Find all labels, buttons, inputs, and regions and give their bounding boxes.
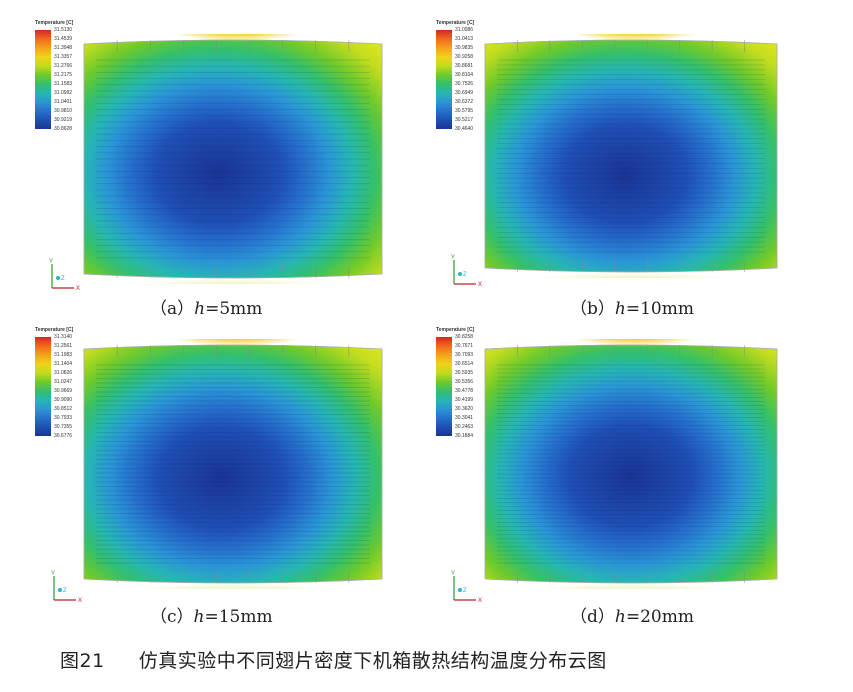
- temperature-contour-plot: [481, 34, 781, 278]
- figure-number: 图21: [60, 650, 105, 672]
- caption-variable: h: [614, 299, 626, 319]
- temperature-contour-plot: [80, 34, 386, 284]
- legend-value: 30.8258: [455, 334, 474, 340]
- legend-value: 30.3041: [455, 415, 474, 421]
- legend-value: 30.9810: [54, 108, 73, 114]
- axis-z-label: Z: [61, 276, 65, 282]
- subfigure-caption: （a）h=5mm: [150, 294, 262, 319]
- temperature-contour-plot: [80, 339, 386, 589]
- caption-label: （a）: [150, 299, 195, 319]
- legend-value: 30.6372: [455, 99, 474, 105]
- legend-value: 30.7933: [54, 415, 73, 421]
- axis-triad: Y X Z: [51, 571, 82, 604]
- caption-variable: h: [614, 607, 626, 627]
- figure-caption-text: 仿真实验中不同翅片密度下机箱散热结构温度分布云图: [138, 650, 607, 672]
- axis-x-label: X: [78, 598, 82, 604]
- axis-y-label: Y: [51, 571, 55, 577]
- axis-z-label: Z: [63, 588, 67, 594]
- legend-value: 30.5356: [455, 379, 474, 385]
- legend-value: 31.2766: [54, 63, 73, 69]
- legend-title: Temperature [C]: [436, 20, 475, 26]
- legend-value: 30.4778: [455, 388, 474, 394]
- legend-colorbar: [436, 30, 452, 129]
- figure-caption: 图21 仿真实验中不同翅片密度下机箱散热结构温度分布云图: [60, 646, 607, 673]
- axis-x-label: X: [478, 282, 482, 288]
- legend-value: 30.9835: [455, 45, 474, 51]
- legend-value: 30.6776: [54, 433, 73, 439]
- legend-value: 31.3948: [54, 45, 73, 51]
- axis-y-label: Y: [451, 255, 455, 261]
- legend-value: 30.5935: [455, 370, 474, 376]
- legend-value: 31.3357: [54, 54, 73, 60]
- axis-y-label: Y: [49, 259, 53, 265]
- legend-value: 31.1983: [54, 352, 73, 358]
- legend-colorbar: [35, 337, 51, 436]
- temperature-contour-plot: [481, 339, 781, 589]
- legend-colorbar: [35, 30, 51, 129]
- legend-value: 30.7093: [455, 352, 474, 358]
- legend-value: 31.2175: [54, 72, 73, 78]
- axis-triad: Y X Z: [451, 571, 482, 604]
- caption-value: =15mm: [204, 607, 273, 627]
- legend-value: 30.4199: [455, 397, 474, 403]
- caption-value: =10mm: [625, 299, 694, 319]
- legend-value: 31.1583: [54, 81, 73, 87]
- axis-z-label: Z: [463, 272, 467, 278]
- legend-value: 30.6949: [455, 90, 474, 96]
- caption-value: =20mm: [625, 607, 694, 627]
- legend-value: 31.5130: [54, 27, 73, 33]
- legend-value: 30.8681: [455, 63, 474, 69]
- legend-value: 30.7671: [455, 343, 474, 349]
- legend-value: 31.0401: [54, 99, 73, 105]
- legend-title: Temperature [C]: [35, 327, 74, 333]
- legend-value: 31.0413: [455, 36, 474, 42]
- caption-value: =5mm: [205, 299, 263, 319]
- subfigure-caption: （b）h=10mm: [570, 294, 694, 319]
- subfigure-caption: （d）h=20mm: [570, 602, 694, 627]
- caption-variable: h: [194, 299, 206, 319]
- legend-value: 30.1884: [455, 433, 474, 439]
- legend-value: 31.0826: [54, 370, 73, 376]
- legend-value: 30.8512: [54, 406, 73, 412]
- legend-value: 30.9258: [455, 54, 474, 60]
- axis-z-label: Z: [463, 588, 467, 594]
- legend-value: 31.3140: [54, 334, 73, 340]
- caption-variable: h: [193, 607, 205, 627]
- caption-label: （b）: [570, 299, 615, 319]
- caption-label: （d）: [570, 607, 615, 627]
- axis-triad: Y X Z: [49, 259, 80, 292]
- legend-value: 30.7526: [455, 81, 474, 87]
- legend-value: 30.4640: [455, 126, 474, 132]
- legend-value: 30.2463: [455, 424, 474, 430]
- legend-value: 31.4539: [54, 36, 73, 42]
- legend-value: 30.6514: [455, 361, 474, 367]
- legend-colorbar: [436, 337, 452, 436]
- legend-value: 30.5795: [455, 108, 474, 114]
- subfigure-caption: （c）h=15mm: [150, 602, 273, 627]
- legend-value: 30.9090: [54, 397, 73, 403]
- legend-value: 31.0247: [54, 379, 73, 385]
- axis-x-label: X: [478, 598, 482, 604]
- legend-value: 30.7355: [54, 424, 73, 430]
- legend-value: 30.9669: [54, 388, 73, 394]
- axis-y-label: Y: [451, 571, 455, 577]
- legend-value: 30.3620: [455, 406, 474, 412]
- legend-value: 31.2561: [54, 343, 73, 349]
- legend-value: 30.5217: [455, 117, 474, 123]
- legend-value: 30.8628: [54, 126, 73, 132]
- legend-value: 31.0992: [54, 90, 73, 96]
- legend-value: 30.8104: [455, 72, 474, 78]
- legend-title: Temperature [C]: [436, 327, 475, 333]
- caption-label: （c）: [150, 607, 194, 627]
- legend-value: 30.9219: [54, 117, 73, 123]
- axis-triad: Y X Z: [451, 255, 482, 288]
- legend-value: 31.1404: [54, 361, 73, 367]
- legend-title: Temperature [C]: [35, 20, 74, 26]
- legend-value: 31.0986: [455, 27, 474, 33]
- axis-x-label: X: [76, 286, 80, 292]
